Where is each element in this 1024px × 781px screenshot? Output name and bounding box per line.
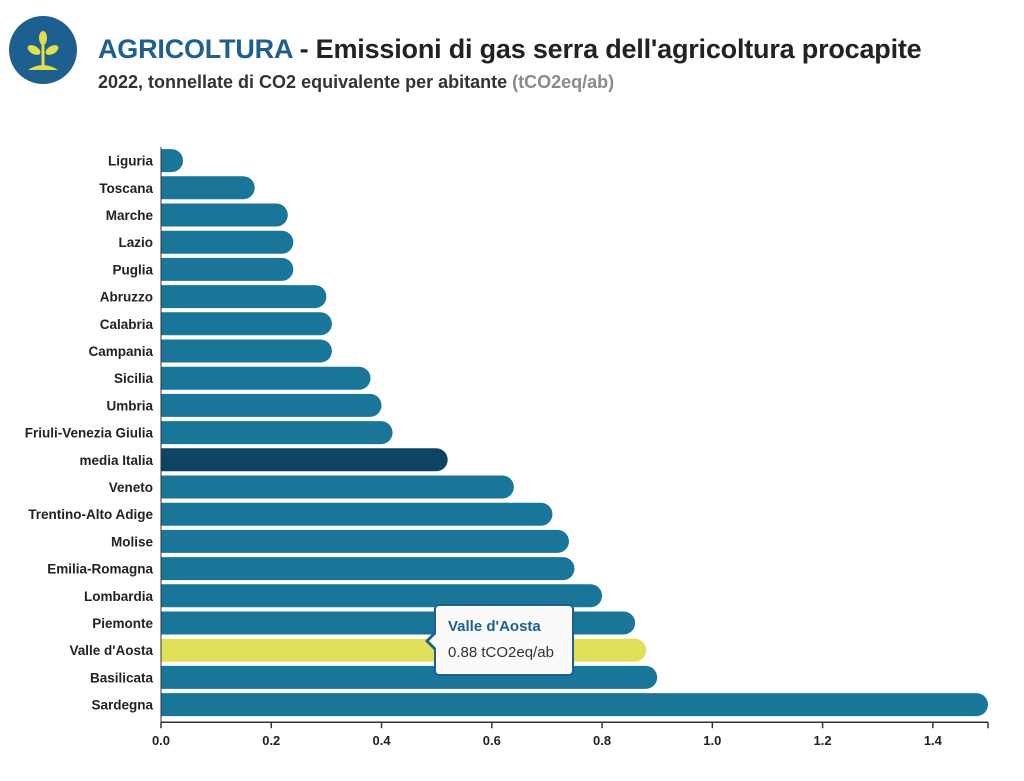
chart-subtitle: 2022, tonnellate di CO2 equivalente per … (98, 72, 614, 93)
bar-campania[interactable] (161, 339, 332, 363)
sprout-icon (27, 31, 59, 70)
tooltip-title: Valle d'Aosta (448, 618, 541, 635)
bar-puglia[interactable] (161, 257, 294, 281)
bar-friuli-venezia-giulia[interactable] (161, 421, 393, 445)
bar-lazio[interactable] (161, 230, 294, 254)
category-label: Calabria (100, 317, 154, 332)
bar-molise[interactable] (161, 529, 569, 553)
bar-toscana[interactable] (161, 176, 255, 200)
category-label: AGRICOLTURA (98, 34, 293, 64)
category-label: Lazio (118, 235, 153, 250)
category-label: Marche (106, 208, 154, 223)
category-label: Emilia-Romagna (47, 562, 153, 577)
x-tick-label: 0.0 (152, 733, 170, 748)
category-label: Campania (88, 344, 153, 359)
category-label: Piemonte (92, 616, 153, 631)
category-label: Toscana (99, 181, 153, 196)
x-tick-label: 1.0 (703, 733, 721, 748)
subtitle-text: 2022, tonnellate di CO2 equivalente per … (98, 72, 508, 92)
x-tick-label: 1.2 (814, 733, 832, 748)
bar-emilia-romagna[interactable] (161, 557, 575, 581)
x-tick-label: 0.8 (593, 733, 611, 748)
category-label: Sicilia (114, 371, 154, 386)
bar-sardegna[interactable] (161, 693, 989, 717)
category-label: Molise (111, 534, 154, 549)
category-label: Valle d'Aosta (70, 643, 154, 658)
title-text: - Emissioni di gas serra dell'agricoltur… (292, 34, 922, 64)
category-label: Friuli-Venezia Giulia (25, 426, 154, 441)
category-label: Abruzzo (100, 290, 153, 305)
category-label: Sardegna (91, 698, 153, 713)
bar-lombardia[interactable] (161, 584, 603, 608)
bar-media-italia[interactable] (161, 448, 448, 472)
bar-trentino-alto-adige[interactable] (161, 502, 553, 526)
category-label: media Italia (79, 453, 153, 468)
category-label: Puglia (112, 262, 153, 277)
bar-sicilia[interactable] (161, 366, 371, 390)
category-label: Liguria (108, 154, 153, 169)
chart-title: AGRICOLTURA - Emissioni di gas serra del… (98, 34, 922, 65)
bar-abruzzo[interactable] (161, 285, 327, 309)
x-tick-label: 0.6 (483, 733, 501, 748)
bar-basilicata[interactable] (161, 665, 658, 689)
bar-veneto[interactable] (161, 475, 514, 499)
category-label: Veneto (109, 480, 153, 495)
bar-marche[interactable] (161, 203, 288, 227)
tooltip-value: 0.88 tCO2eq/ab (448, 644, 554, 661)
category-label: Lombardia (84, 589, 154, 604)
x-tick-label: 0.2 (262, 733, 280, 748)
tooltip: Valle d'Aosta 0.88 tCO2eq/ab (425, 604, 574, 676)
chart-header: AGRICOLTURA - Emissioni di gas serra del… (0, 0, 1024, 110)
bar-liguria[interactable] (161, 149, 184, 173)
x-tick-label: 0.4 (372, 733, 391, 748)
logo (9, 16, 77, 84)
category-label: Umbria (106, 398, 153, 413)
bar-umbria[interactable] (161, 393, 382, 417)
bar-calabria[interactable] (161, 312, 332, 336)
category-label: Basilicata (90, 670, 154, 685)
unit-label: (tCO2eq/ab) (512, 72, 615, 92)
category-label: Trentino-Alto Adige (28, 507, 153, 522)
x-tick-label: 1.4 (924, 733, 943, 748)
